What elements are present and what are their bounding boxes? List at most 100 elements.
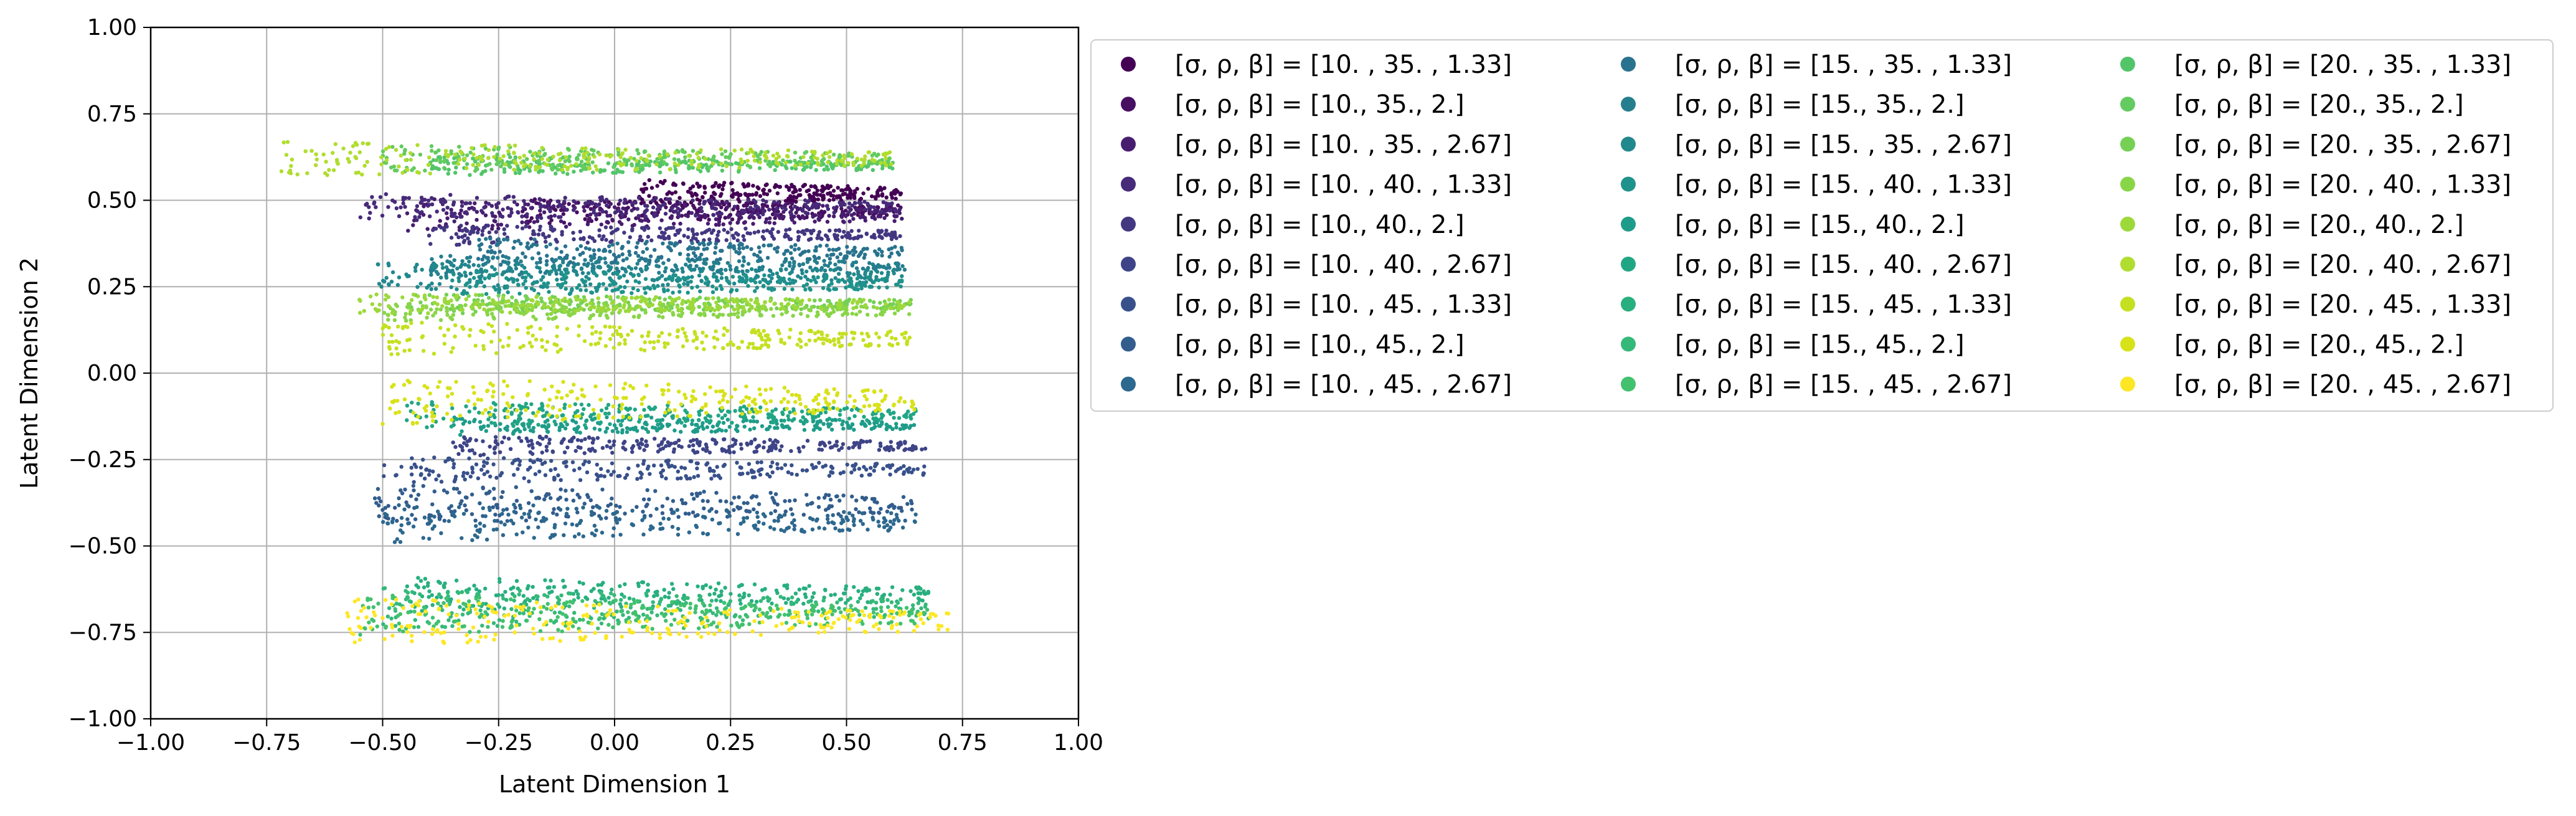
scatter-point bbox=[427, 198, 431, 203]
scatter-point bbox=[640, 580, 644, 584]
scatter-point bbox=[728, 221, 732, 225]
scatter-point bbox=[790, 595, 795, 600]
scatter-point bbox=[623, 439, 627, 444]
scatter-point bbox=[413, 268, 418, 273]
scatter-point bbox=[897, 444, 902, 448]
scatter-point bbox=[712, 469, 716, 473]
scatter-point bbox=[397, 503, 401, 508]
scatter-point bbox=[844, 516, 849, 521]
scatter-point bbox=[620, 592, 624, 597]
scatter-point bbox=[622, 201, 626, 205]
scatter-point bbox=[882, 186, 887, 191]
scatter-point bbox=[496, 602, 500, 607]
scatter-point bbox=[535, 219, 540, 224]
scatter-point bbox=[535, 440, 540, 445]
scatter-point bbox=[707, 509, 712, 513]
scatter-point bbox=[740, 279, 745, 283]
scatter-point bbox=[648, 606, 652, 611]
scatter-point bbox=[816, 496, 821, 500]
scatter-point bbox=[509, 518, 514, 523]
scatter-point bbox=[467, 259, 471, 264]
scatter-point bbox=[427, 202, 432, 207]
scatter-point bbox=[370, 195, 374, 199]
scatter-point bbox=[552, 610, 557, 615]
scatter-point bbox=[427, 473, 432, 477]
scatter-point bbox=[528, 509, 532, 513]
scatter-point bbox=[737, 199, 742, 204]
scatter-point bbox=[749, 603, 754, 607]
scatter-point bbox=[891, 522, 896, 526]
scatter-point bbox=[882, 446, 887, 450]
scatter-point bbox=[640, 197, 644, 202]
scatter-point bbox=[580, 278, 585, 282]
scatter-point bbox=[780, 163, 784, 167]
series-points bbox=[358, 594, 931, 637]
scatter-point bbox=[847, 416, 852, 421]
scatter-point bbox=[375, 486, 380, 491]
scatter-point bbox=[488, 444, 492, 449]
scatter-point bbox=[709, 197, 714, 202]
scatter-point bbox=[604, 210, 608, 214]
scatter-point bbox=[544, 435, 549, 439]
scatter-point bbox=[623, 511, 627, 516]
scatter-point bbox=[715, 278, 720, 283]
scatter-point bbox=[587, 235, 592, 239]
scatter-point bbox=[916, 601, 921, 605]
scatter-point bbox=[598, 420, 603, 425]
scatter-point bbox=[412, 462, 417, 467]
scatter-point bbox=[796, 235, 801, 239]
scatter-point bbox=[859, 250, 864, 254]
scatter-point bbox=[532, 237, 537, 242]
scatter-point bbox=[571, 230, 575, 235]
scatter-point bbox=[412, 625, 417, 630]
scatter-point bbox=[460, 590, 464, 594]
scatter-point bbox=[679, 445, 684, 449]
scatter-point bbox=[832, 211, 836, 215]
scatter-point bbox=[401, 629, 405, 633]
scatter-point bbox=[724, 606, 729, 610]
scatter-point bbox=[482, 284, 486, 288]
scatter-point bbox=[877, 247, 882, 252]
scatter-point bbox=[711, 212, 715, 217]
scatter-point bbox=[870, 210, 874, 214]
scatter-point bbox=[449, 262, 454, 267]
scatter-point bbox=[713, 192, 717, 196]
scatter-point bbox=[861, 247, 866, 252]
scatter-point bbox=[636, 288, 640, 293]
scatter-point bbox=[813, 184, 817, 189]
scatter-point bbox=[714, 606, 719, 610]
scatter-point bbox=[431, 469, 435, 474]
scatter-point bbox=[423, 477, 427, 481]
scatter-point bbox=[742, 591, 747, 596]
scatter-point bbox=[616, 621, 621, 626]
scatter-point bbox=[810, 198, 814, 202]
scatter-point bbox=[701, 447, 705, 452]
scatter-point bbox=[798, 187, 802, 192]
scatter-point bbox=[564, 497, 569, 502]
scatter-point bbox=[644, 439, 648, 444]
scatter-point bbox=[902, 472, 906, 476]
scatter-point bbox=[630, 508, 635, 513]
scatter-point bbox=[560, 439, 565, 444]
scatter-point bbox=[652, 286, 657, 290]
scatter-point bbox=[841, 188, 845, 192]
scatter-point bbox=[647, 194, 651, 198]
scatter-point bbox=[512, 239, 517, 244]
scatter-point bbox=[831, 197, 836, 202]
scatter-point bbox=[598, 198, 603, 203]
scatter-point bbox=[787, 426, 791, 431]
scatter-point bbox=[499, 520, 503, 524]
scatter-point bbox=[663, 594, 668, 599]
scatter-point bbox=[847, 186, 852, 191]
scatter-point bbox=[785, 586, 790, 591]
scatter-point bbox=[605, 426, 610, 430]
scatter-point bbox=[623, 476, 628, 480]
scatter-point bbox=[587, 217, 591, 222]
scatter-point bbox=[676, 533, 681, 537]
scatter-point bbox=[757, 520, 761, 524]
scatter-point bbox=[498, 249, 502, 254]
scatter-point bbox=[375, 624, 379, 629]
scatter-point bbox=[714, 217, 719, 222]
scatter-point bbox=[863, 270, 868, 275]
scatter-point bbox=[730, 194, 735, 199]
